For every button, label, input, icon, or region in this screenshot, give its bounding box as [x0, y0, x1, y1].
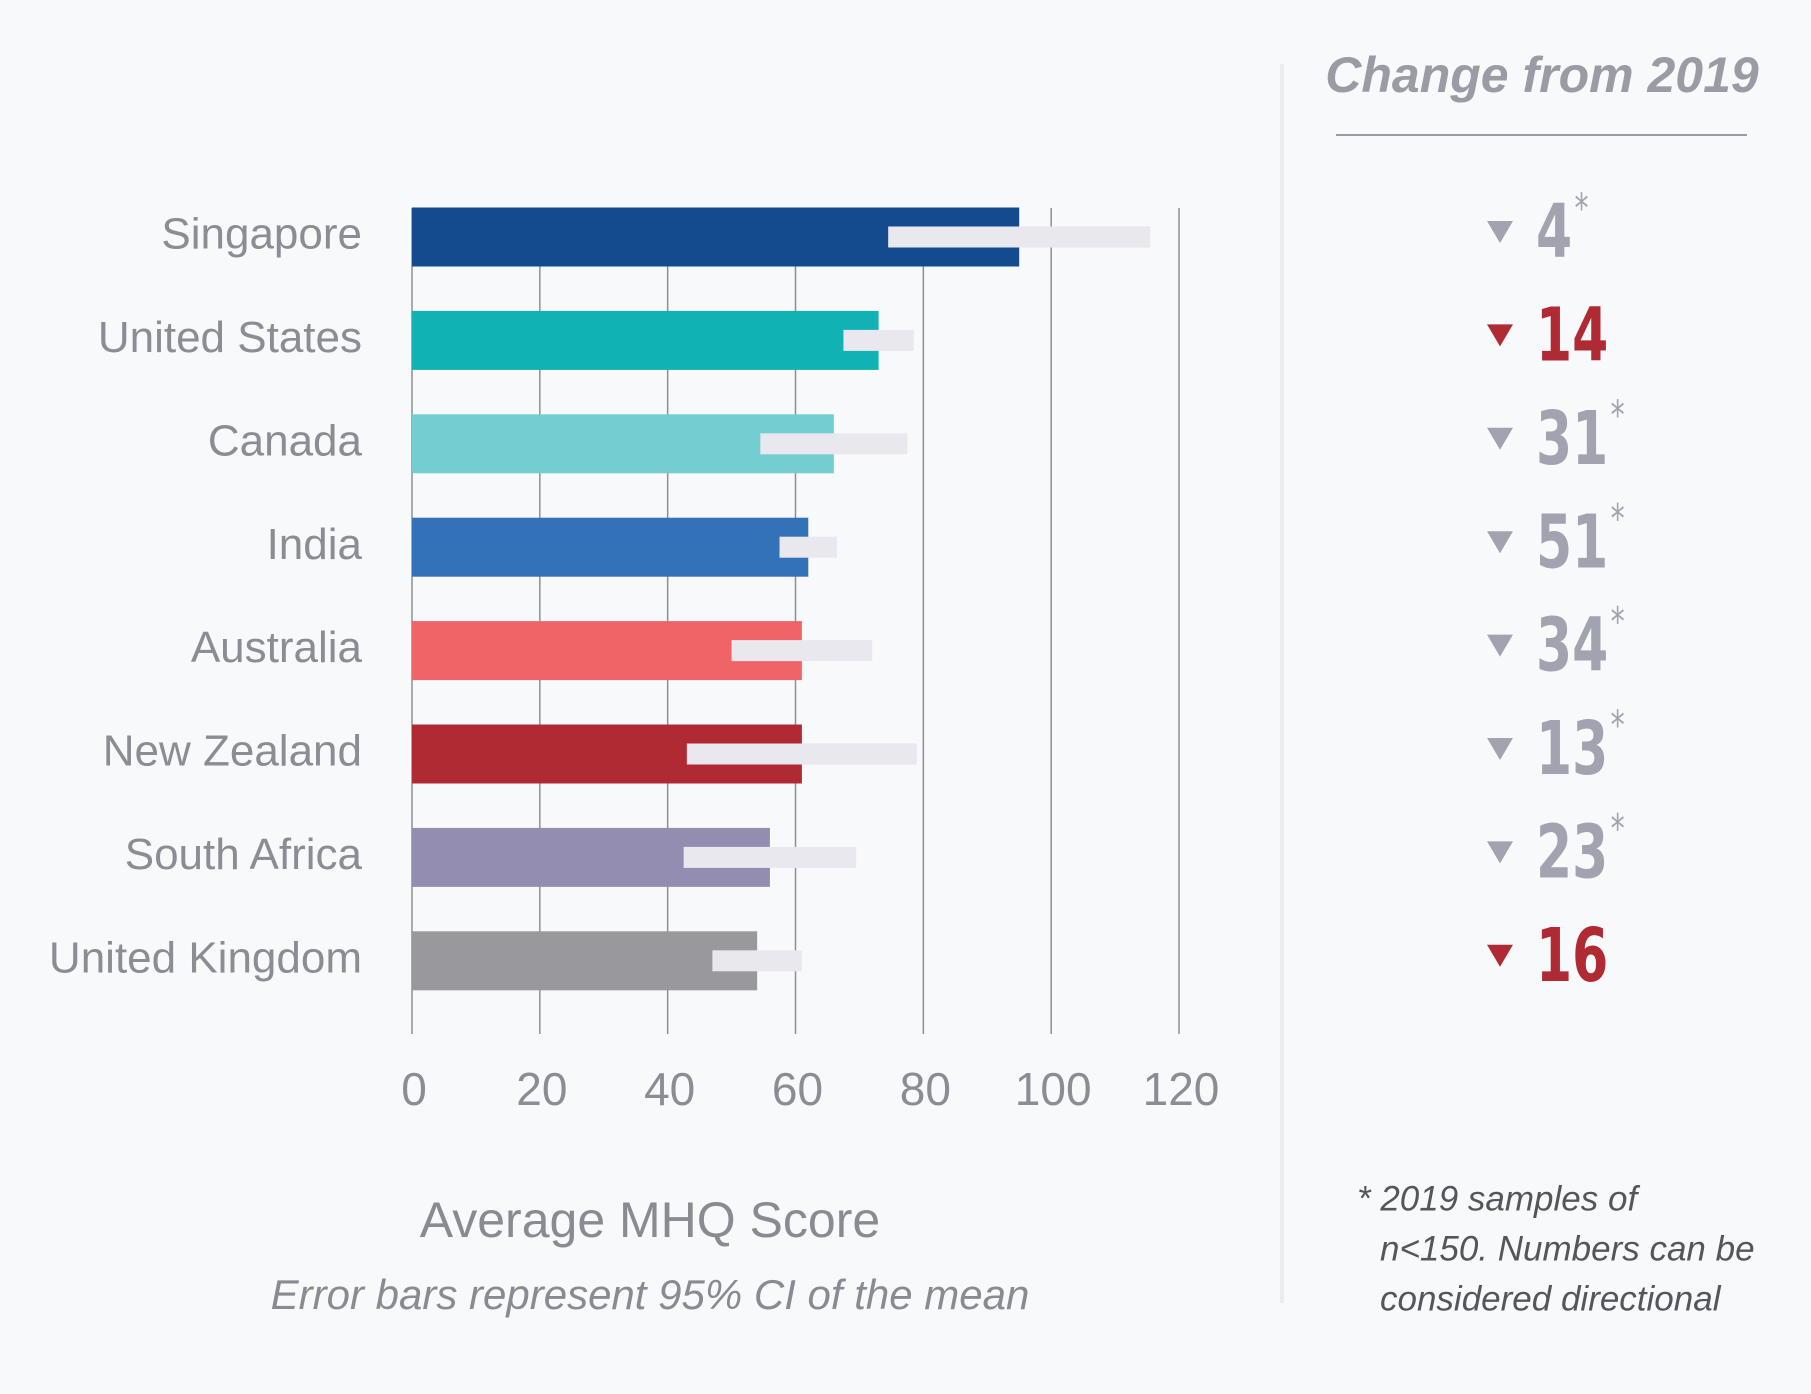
flag: *: [1611, 497, 1625, 543]
error-bar: [760, 433, 908, 455]
panel-title: Change from 2019: [1325, 47, 1759, 103]
down-marker: [1487, 841, 1513, 864]
down-marker: [1487, 531, 1513, 554]
change-value: 16: [1536, 912, 1608, 999]
y-tick-label: India: [267, 520, 363, 569]
change-number: 14: [1536, 291, 1608, 378]
change-value: 34*: [1536, 600, 1625, 689]
flag: *: [1611, 600, 1625, 646]
footnote: n<150. Numbers can be: [1380, 1229, 1755, 1268]
change-number: 31: [1536, 395, 1608, 482]
y-tick-label: South Africa: [125, 830, 363, 879]
flag: *: [1611, 393, 1625, 439]
y-tick-label: Australia: [191, 623, 363, 672]
x-tick-label: 20: [516, 1063, 567, 1115]
bar: [412, 517, 809, 577]
flag: *: [1611, 807, 1625, 853]
change-number: 13: [1536, 705, 1608, 792]
change-value: 51*: [1536, 497, 1625, 586]
bar: [412, 931, 758, 991]
x-tick-label: 60: [772, 1063, 823, 1115]
error-bar: [683, 846, 857, 868]
footnote: considered directional: [1380, 1279, 1722, 1318]
change-value: 31*: [1536, 393, 1625, 482]
down-marker: [1487, 944, 1513, 967]
error-bar: [686, 743, 917, 765]
footnote: * 2019 samples of: [1357, 1179, 1640, 1218]
error-bar: [843, 329, 914, 351]
down-marker: [1487, 221, 1513, 243]
subtitle: Error bars represent 95% CI of the mean: [271, 1271, 1030, 1318]
x-tick-label: 0: [401, 1063, 427, 1115]
error-bar: [888, 226, 1151, 248]
down-marker: [1487, 427, 1513, 450]
y-tick-label: United States: [98, 313, 362, 362]
down-marker: [1487, 738, 1513, 760]
y-tick-label: New Zealand: [103, 727, 362, 776]
x-tick-label: 100: [1015, 1063, 1092, 1115]
x-tick-label: 80: [900, 1063, 951, 1115]
change-number: 51: [1536, 498, 1608, 585]
error-bar: [731, 640, 873, 662]
error-bar: [779, 536, 838, 558]
change-value: 23*: [1536, 807, 1625, 896]
axis-title: Average MHQ Score: [420, 1192, 880, 1248]
down-marker: [1487, 634, 1513, 657]
y-tick-label: United Kingdom: [49, 933, 362, 982]
x-tick-label: 40: [644, 1063, 695, 1115]
y-tick-label: Singapore: [161, 210, 362, 259]
change-number: 4: [1536, 188, 1572, 275]
y-tick-label: Canada: [208, 416, 363, 465]
change-value: 14: [1536, 291, 1608, 378]
flag: *: [1574, 186, 1588, 232]
change-value: 4*: [1536, 186, 1589, 275]
down-marker: [1487, 324, 1513, 347]
change-number: 23: [1536, 808, 1608, 895]
error-bar: [712, 950, 802, 972]
bar: [412, 310, 879, 370]
flag: *: [1611, 703, 1625, 749]
change-value: 13*: [1536, 703, 1625, 792]
change-number: 16: [1536, 912, 1608, 999]
change-number: 34: [1536, 602, 1608, 689]
x-tick-label: 120: [1143, 1063, 1220, 1115]
